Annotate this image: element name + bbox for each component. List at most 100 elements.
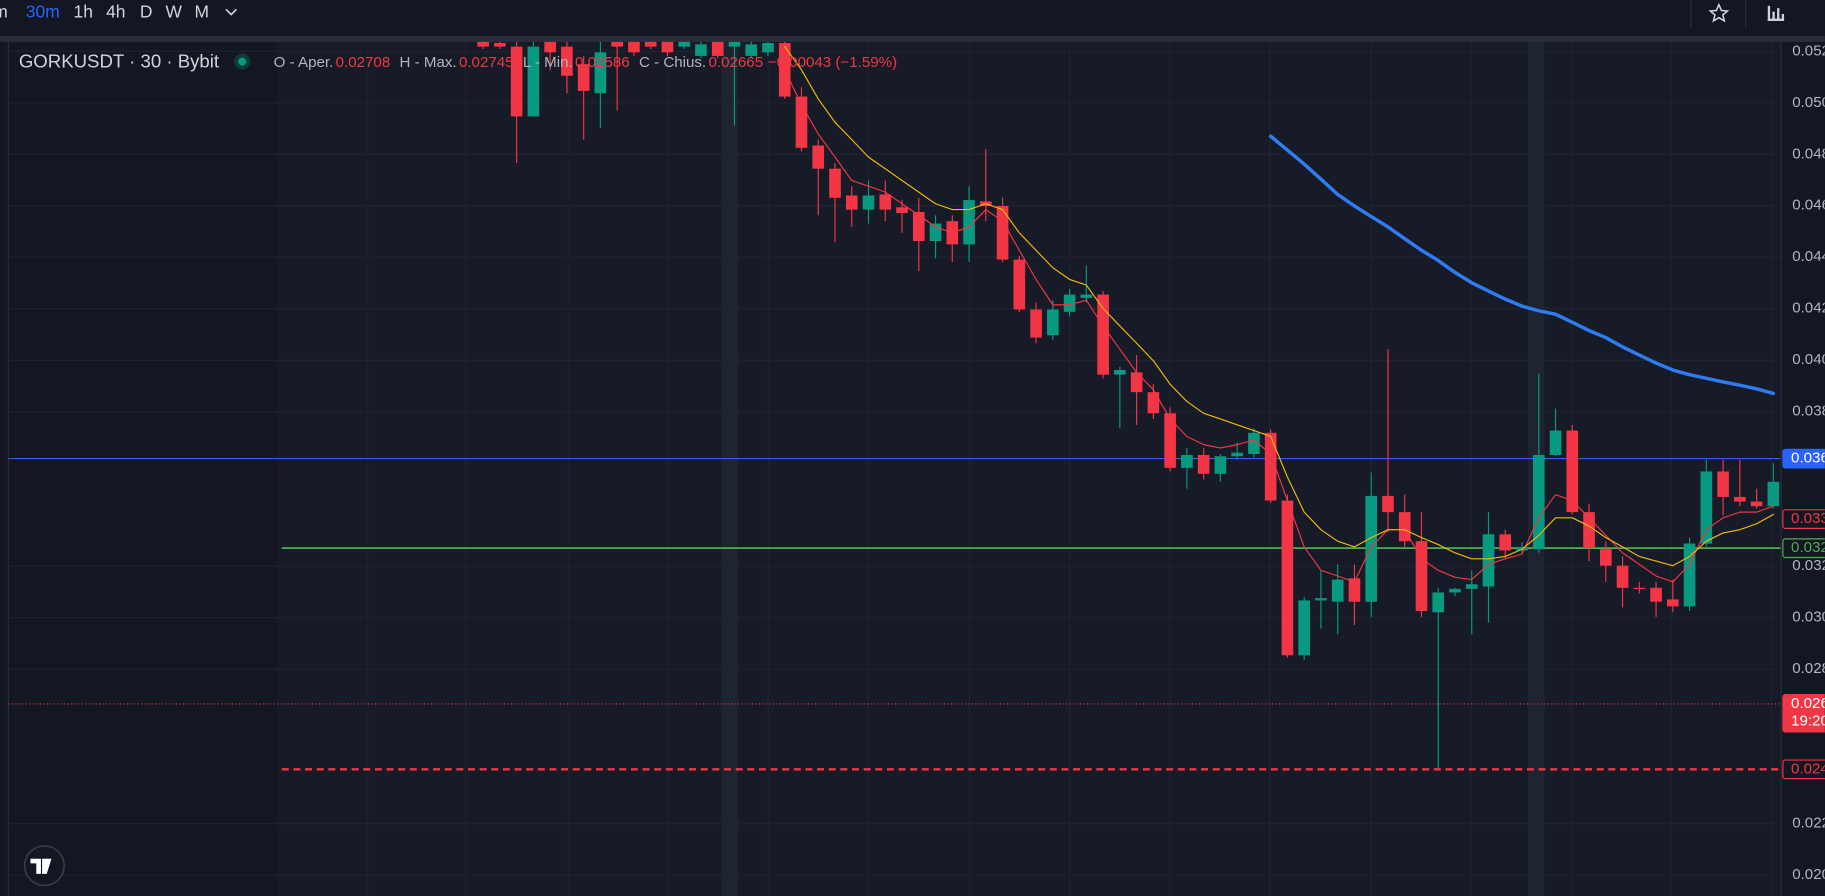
candle-body (678, 41, 691, 47)
candle-body (1432, 592, 1445, 613)
candle-body (1030, 309, 1042, 338)
candle-body (1616, 565, 1629, 588)
candle-body (1683, 543, 1696, 607)
candle-body (1398, 512, 1411, 542)
candle-body (544, 41, 556, 53)
candle-body (644, 41, 657, 47)
candle-body (1566, 430, 1579, 513)
open-label: O - Aper. (274, 54, 334, 71)
symbol-title[interactable]: GORKUSDT · 30 · Bybit (19, 51, 220, 72)
interval-dropdown[interactable] (225, 8, 238, 16)
candle-body (1181, 454, 1193, 468)
candle-body (1633, 587, 1646, 589)
candle-body (1583, 512, 1595, 549)
y-tick-label: 0.042 (1792, 300, 1825, 317)
price-tag (1782, 538, 1825, 559)
candle-body (1013, 259, 1026, 310)
candle-body (1080, 294, 1093, 298)
candle-body (1197, 454, 1210, 474)
indicator-line (784, 69, 1774, 583)
candle-body (1063, 294, 1076, 312)
candle-body (1415, 541, 1428, 611)
y-tick-label: 0.050 (1792, 94, 1825, 111)
candle-body (1264, 432, 1277, 501)
candle-body (1532, 454, 1545, 550)
candle-body (1549, 430, 1562, 455)
candle-body (1147, 392, 1160, 414)
candle-body (1248, 432, 1260, 454)
chart-type-button[interactable] (1767, 5, 1785, 21)
price-tag-label: 0.02411 (1791, 760, 1825, 777)
interval-button[interactable]: M (195, 1, 210, 21)
tradingview-logo[interactable] (23, 845, 66, 887)
candle-body (561, 46, 573, 76)
candle-body (1097, 294, 1109, 375)
y-tick-label: 0.032 (1792, 557, 1825, 574)
low-value: 0.02586 (575, 54, 630, 71)
interval-button[interactable]: D (140, 1, 153, 21)
candle-body (594, 52, 607, 94)
interval-button[interactable]: W (165, 1, 182, 21)
y-tick-label: 0.044 (1792, 248, 1825, 265)
interval-button[interactable]: 1h (74, 1, 93, 21)
y-tick-label: 0.046 (1792, 197, 1825, 214)
candle-body (829, 168, 841, 198)
y-tick-label: 0.030 (1792, 609, 1825, 626)
candle-body (1717, 471, 1729, 497)
candle-body (1298, 600, 1310, 656)
plot-area (8, 41, 1781, 896)
low-label: L - Min. (523, 54, 573, 71)
legend: GORKUSDT · 30 · Bybit O - Aper. 0.02708 H … (19, 51, 897, 72)
indicator-lines (784, 46, 1776, 583)
price-tag-label: 0.03270 (1791, 539, 1825, 556)
y-tick-label: 0.038 (1792, 403, 1825, 420)
toolbar: m 30m 1h 4h D W M (0, 0, 1785, 28)
candle-body (695, 44, 707, 56)
horizontal-grid (8, 50, 1781, 876)
open-value: 0.02708 (336, 54, 391, 71)
session-band (721, 41, 738, 896)
market-status-dot (238, 57, 247, 66)
candle-body (477, 41, 489, 47)
candle-body (1348, 578, 1361, 602)
toolbar-border (0, 36, 1825, 42)
candle-body (577, 64, 590, 91)
price-tag-label: 0.03618 (1791, 450, 1825, 467)
candle-body (1214, 456, 1227, 474)
y-tick-label: 0.020 (1792, 866, 1825, 883)
candle-body (1164, 413, 1176, 468)
y-tick-label: 0.040 (1792, 351, 1825, 368)
y-tick-label: 0.022 (1792, 815, 1825, 832)
y-tick-label: 0.052 (1792, 42, 1825, 59)
countdown-label: 19:20 (1791, 712, 1825, 729)
candle-body (527, 46, 540, 117)
close-value: 0.02665 (708, 54, 763, 71)
candles (477, 41, 1780, 769)
candle-body (845, 195, 858, 210)
y-tick-label: 0.028 (1792, 660, 1825, 677)
candle-body (1465, 584, 1478, 589)
change-value: −0.00043 (−1.59%) (768, 54, 897, 71)
interval-button[interactable]: 30m (26, 1, 60, 21)
candle-body (879, 194, 892, 210)
price-tag-label: 0.02665 (1791, 695, 1825, 712)
candle-body (494, 43, 506, 47)
candle-body (1650, 587, 1662, 602)
candle-body (1331, 579, 1344, 602)
candle-body (1767, 481, 1780, 507)
candle-body (745, 44, 758, 56)
ohlc-values: O - Aper. 0.02708 H - Max. 0.02745 L - Min. 0… (274, 54, 897, 71)
candle-body (611, 41, 623, 47)
candle-body (1482, 534, 1495, 587)
candle-body (661, 41, 674, 53)
candle-body (1499, 534, 1512, 551)
interval-button[interactable]: 4h (106, 1, 125, 21)
interval-button[interactable]: m (0, 1, 8, 21)
favorite-button[interactable] (1708, 2, 1730, 23)
candle-body (929, 223, 942, 242)
candle-body (963, 200, 975, 245)
price-axis: 0.052 0.050 0.048 0.046 0.044 0.042 0.040 0.038… (1782, 42, 1825, 883)
plot (8, 41, 1781, 896)
high-value: 0.02745 (459, 54, 514, 71)
